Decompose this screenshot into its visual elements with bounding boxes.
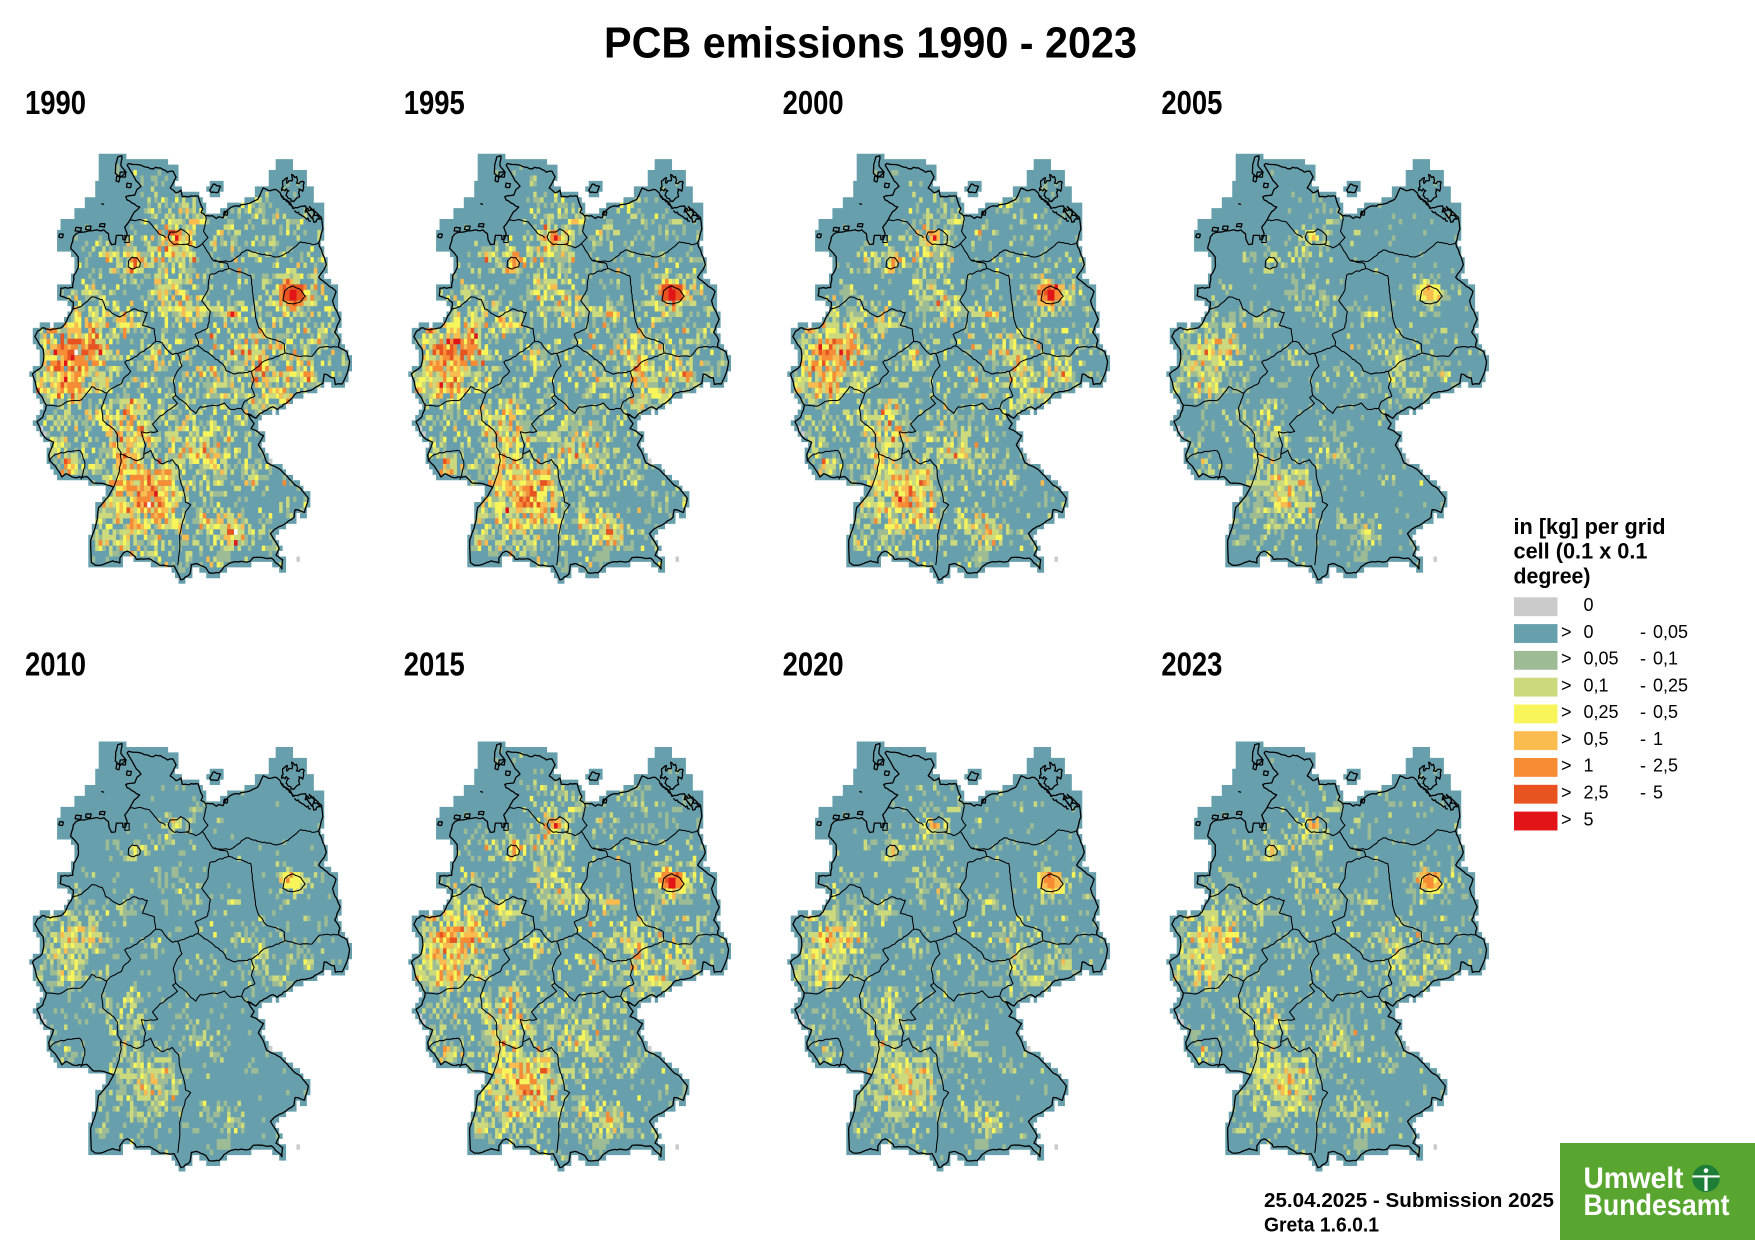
svg-text:2000: 2000 <box>783 84 844 121</box>
svg-text:-: - <box>1640 702 1646 722</box>
svg-text:0,25: 0,25 <box>1653 675 1688 695</box>
svg-text:2,5: 2,5 <box>1653 756 1678 776</box>
svg-text:1: 1 <box>1653 729 1663 749</box>
svg-text:1: 1 <box>1584 756 1594 776</box>
svg-text:2010: 2010 <box>25 645 86 682</box>
svg-text:Greta 1.6.0.1: Greta 1.6.0.1 <box>1264 1214 1379 1237</box>
svg-text:0,05: 0,05 <box>1653 622 1688 642</box>
svg-text:>: > <box>1561 675 1572 695</box>
svg-text:0: 0 <box>1584 595 1594 615</box>
svg-text:cell (0.1 x 0.1: cell (0.1 x 0.1 <box>1514 538 1648 563</box>
svg-text:2020: 2020 <box>783 645 844 682</box>
svg-text:2,5: 2,5 <box>1584 783 1609 803</box>
svg-text:1990: 1990 <box>25 84 86 121</box>
svg-text:0,05: 0,05 <box>1584 649 1619 669</box>
svg-text:-: - <box>1640 622 1646 642</box>
svg-text:1995: 1995 <box>404 84 465 121</box>
svg-text:0,1: 0,1 <box>1653 649 1678 669</box>
svg-text:>: > <box>1561 756 1572 776</box>
svg-text:-: - <box>1640 783 1646 803</box>
svg-text:0,25: 0,25 <box>1584 702 1619 722</box>
svg-text:25.04.2025 - Submission 2025: 25.04.2025 - Submission 2025 <box>1264 1189 1554 1212</box>
svg-text:5: 5 <box>1653 783 1663 803</box>
svg-text:0,5: 0,5 <box>1653 702 1678 722</box>
svg-text:>: > <box>1561 783 1572 803</box>
svg-text:>: > <box>1561 649 1572 669</box>
svg-text:PCB emissions 1990 - 2023: PCB emissions 1990 - 2023 <box>604 20 1137 68</box>
svg-text:Bundesamt: Bundesamt <box>1584 1189 1730 1222</box>
svg-text:2015: 2015 <box>404 645 465 682</box>
svg-text:in [kg] per grid: in [kg] per grid <box>1514 514 1666 539</box>
svg-text:0,1: 0,1 <box>1584 675 1609 695</box>
svg-text:2023: 2023 <box>1161 645 1222 682</box>
svg-text:-: - <box>1640 675 1646 695</box>
svg-text:-: - <box>1640 649 1646 669</box>
svg-text:>: > <box>1561 729 1572 749</box>
svg-text:>: > <box>1561 702 1572 722</box>
svg-text:Umwelt: Umwelt <box>1584 1162 1684 1195</box>
svg-text:degree): degree) <box>1514 563 1591 588</box>
svg-text:5: 5 <box>1584 809 1594 829</box>
svg-text:-: - <box>1640 756 1646 776</box>
svg-text:2005: 2005 <box>1161 84 1222 121</box>
svg-text:0: 0 <box>1584 622 1594 642</box>
svg-text:-: - <box>1640 729 1646 749</box>
svg-text:>: > <box>1561 622 1572 642</box>
svg-text:0,5: 0,5 <box>1584 729 1609 749</box>
svg-text:>: > <box>1561 809 1572 829</box>
